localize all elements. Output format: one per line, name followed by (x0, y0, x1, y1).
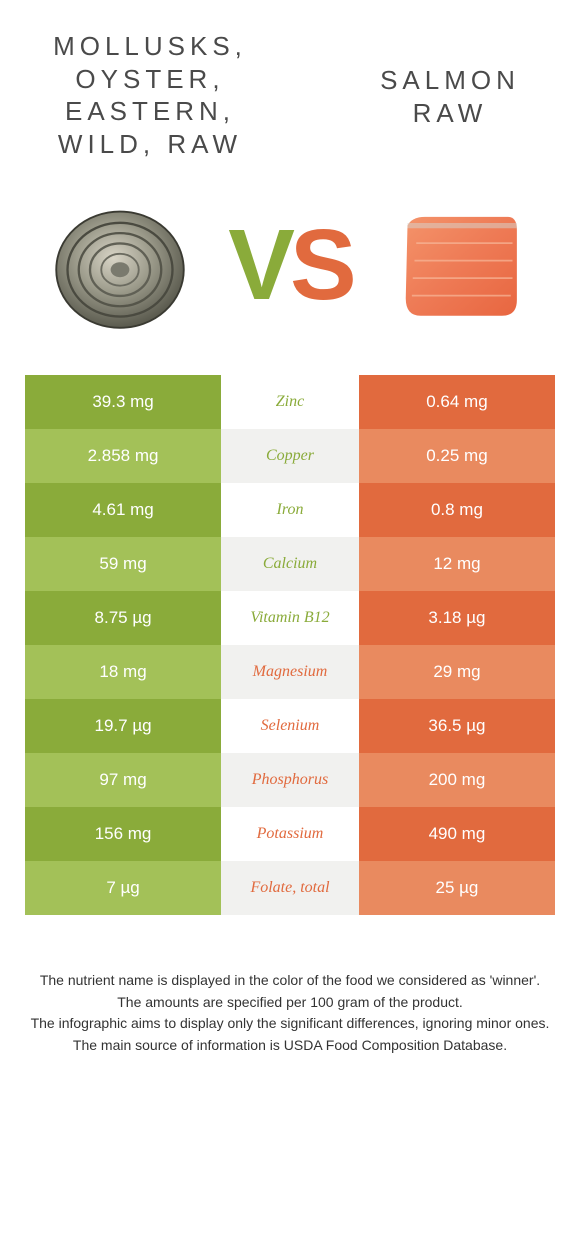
nutrient-row: 19.7 µgSelenium36.5 µg (25, 699, 555, 753)
food-title-left: MOLLUSKS, OYSTER, EASTERN, WILD, RAW (45, 30, 255, 160)
nutrient-name: Folate, total (221, 861, 359, 915)
nutrient-value-right: 0.64 mg (359, 375, 555, 429)
nutrient-name: Phosphorus (221, 753, 359, 807)
nutrient-name: Magnesium (221, 645, 359, 699)
nutrient-value-right: 12 mg (359, 537, 555, 591)
nutrient-value-left: 7 µg (25, 861, 221, 915)
nutrient-name: Selenium (221, 699, 359, 753)
salmon-image (380, 185, 540, 345)
nutrient-row: 18 mgMagnesium29 mg (25, 645, 555, 699)
nutrient-row: 97 mgPhosphorus200 mg (25, 753, 555, 807)
footer-line: The nutrient name is displayed in the co… (30, 970, 550, 992)
nutrient-value-left: 4.61 mg (25, 483, 221, 537)
nutrient-row: 7 µgFolate, total25 µg (25, 861, 555, 915)
footer-line: The main source of information is USDA F… (30, 1035, 550, 1057)
nutrient-name: Vitamin B12 (221, 591, 359, 645)
nutrient-value-right: 200 mg (359, 753, 555, 807)
food-title-right: SALMON RAW (365, 64, 535, 129)
nutrient-row: 39.3 mgZinc0.64 mg (25, 375, 555, 429)
nutrient-value-left: 97 mg (25, 753, 221, 807)
nutrient-row: 8.75 µgVitamin B123.18 µg (25, 591, 555, 645)
vs-label: VS (228, 208, 351, 323)
vs-v: V (228, 209, 290, 321)
nutrient-value-left: 156 mg (25, 807, 221, 861)
nutrient-value-right: 490 mg (359, 807, 555, 861)
oyster-image (40, 185, 200, 345)
header: MOLLUSKS, OYSTER, EASTERN, WILD, RAW SAL… (25, 30, 555, 170)
nutrient-value-left: 59 mg (25, 537, 221, 591)
nutrient-value-right: 3.18 µg (359, 591, 555, 645)
nutrient-row: 156 mgPotassium490 mg (25, 807, 555, 861)
nutrient-value-right: 29 mg (359, 645, 555, 699)
nutrient-name: Calcium (221, 537, 359, 591)
nutrient-name: Zinc (221, 375, 359, 429)
nutrient-value-left: 2.858 mg (25, 429, 221, 483)
nutrient-value-left: 18 mg (25, 645, 221, 699)
nutrient-value-right: 0.8 mg (359, 483, 555, 537)
nutrient-table: 39.3 mgZinc0.64 mg2.858 mgCopper0.25 mg4… (25, 375, 555, 915)
nutrient-name: Iron (221, 483, 359, 537)
nutrient-name: Copper (221, 429, 359, 483)
footer-line: The amounts are specified per 100 gram o… (30, 992, 550, 1014)
nutrient-value-right: 36.5 µg (359, 699, 555, 753)
nutrient-row: 2.858 mgCopper0.25 mg (25, 429, 555, 483)
nutrient-row: 59 mgCalcium12 mg (25, 537, 555, 591)
vs-s: S (290, 209, 352, 321)
images-row: VS (25, 170, 555, 375)
nutrient-name: Potassium (221, 807, 359, 861)
footer-notes: The nutrient name is displayed in the co… (25, 970, 555, 1057)
nutrient-value-left: 8.75 µg (25, 591, 221, 645)
nutrient-value-left: 39.3 mg (25, 375, 221, 429)
nutrient-value-right: 25 µg (359, 861, 555, 915)
nutrient-value-right: 0.25 mg (359, 429, 555, 483)
nutrient-row: 4.61 mgIron0.8 mg (25, 483, 555, 537)
nutrient-value-left: 19.7 µg (25, 699, 221, 753)
footer-line: The infographic aims to display only the… (30, 1013, 550, 1035)
